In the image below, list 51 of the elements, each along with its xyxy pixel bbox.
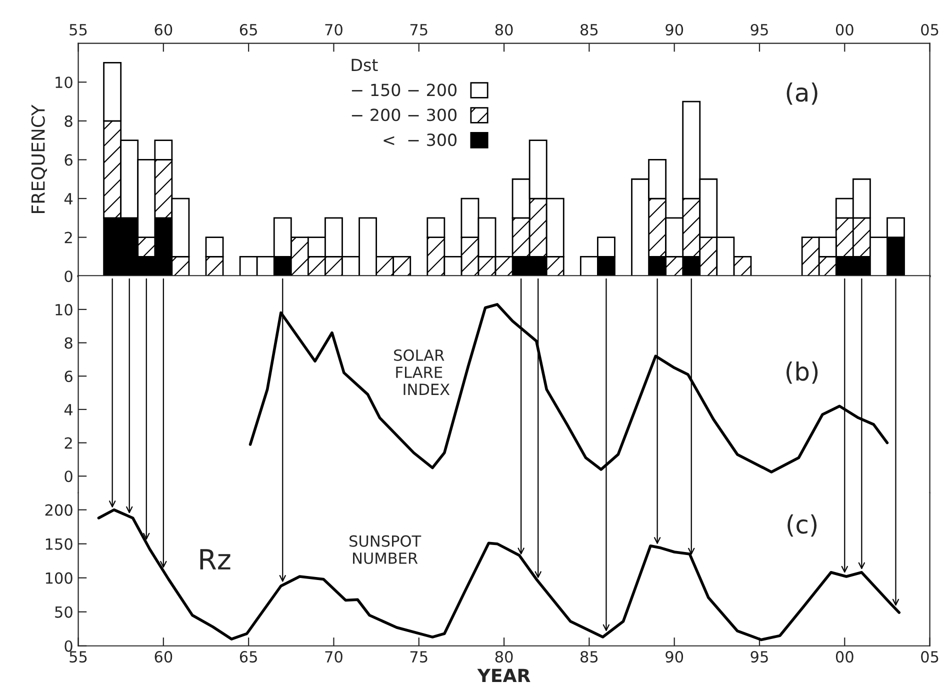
legend-label: − 150 − 200 — [352, 84, 456, 96]
x-tick-label: 05 — [921, 24, 938, 36]
y-tick-label: 10 — [56, 304, 72, 316]
y-tick-label: 2 — [64, 232, 72, 244]
y-tick-label: 4 — [64, 193, 73, 204]
x-tick-label: 05 — [921, 651, 938, 663]
legend-label: < − 300 — [384, 134, 456, 146]
x-tick-label: 85 — [580, 24, 598, 36]
x-tick-label: 00 — [836, 651, 854, 663]
x-tick-label: 90 — [666, 24, 684, 36]
y-tick-label: 0 — [64, 470, 72, 482]
y-tick-label: 50 — [55, 606, 72, 618]
y-tick-label: 0 — [64, 640, 72, 652]
x-tick-label: 70 — [325, 651, 342, 663]
y-tick-label: 2 — [64, 437, 72, 449]
annotation: SOLAR FLARE INDEX — [394, 349, 450, 395]
x-tick-label: 95 — [750, 24, 768, 36]
x-tick-label: 80 — [495, 651, 513, 663]
x-tick-label: 85 — [580, 651, 598, 663]
x-axis-title: YEAR — [477, 668, 530, 682]
y-tick-label: 4 — [64, 404, 73, 416]
annotation: (b) — [786, 362, 818, 384]
annotation: Rz — [200, 549, 230, 570]
x-tick-label: 70 — [325, 24, 342, 36]
x-tick-label: 55 — [70, 651, 87, 663]
x-tick-label: 95 — [750, 651, 768, 663]
y-tick-label: 10 — [56, 76, 72, 88]
x-tick-label: 00 — [836, 24, 854, 36]
y-tick-label: 6 — [64, 370, 72, 382]
legend-title: Dst — [352, 58, 378, 72]
y-tick-label: 8 — [64, 115, 72, 127]
x-tick-label: 65 — [240, 651, 257, 663]
x-tick-label: 75 — [410, 24, 428, 36]
x-tick-label: 55 — [70, 24, 87, 36]
y-tick-label: 6 — [64, 154, 72, 166]
x-tick-label: 90 — [666, 651, 684, 663]
x-tick-label: 65 — [240, 24, 257, 36]
y-tick-label: 100 — [46, 572, 72, 584]
y-tick-label: 0 — [64, 270, 72, 282]
legend-label: − 200 − 300 — [352, 108, 456, 122]
x-tick-label: 80 — [495, 24, 513, 36]
x-tick-label: 75 — [410, 651, 428, 663]
y-tick-label: 150 — [46, 538, 72, 550]
annotation: SUNSPOT NUMBER — [350, 535, 422, 564]
annotation: (a) — [786, 82, 818, 105]
y-tick-label: 200 — [45, 504, 72, 516]
x-tick-label: 60 — [154, 24, 172, 36]
y-axis-title: FREQUENCY — [31, 104, 47, 213]
x-tick-label: 60 — [154, 651, 172, 663]
annotation: (c) — [788, 514, 817, 537]
y-tick-label: 8 — [64, 337, 72, 349]
